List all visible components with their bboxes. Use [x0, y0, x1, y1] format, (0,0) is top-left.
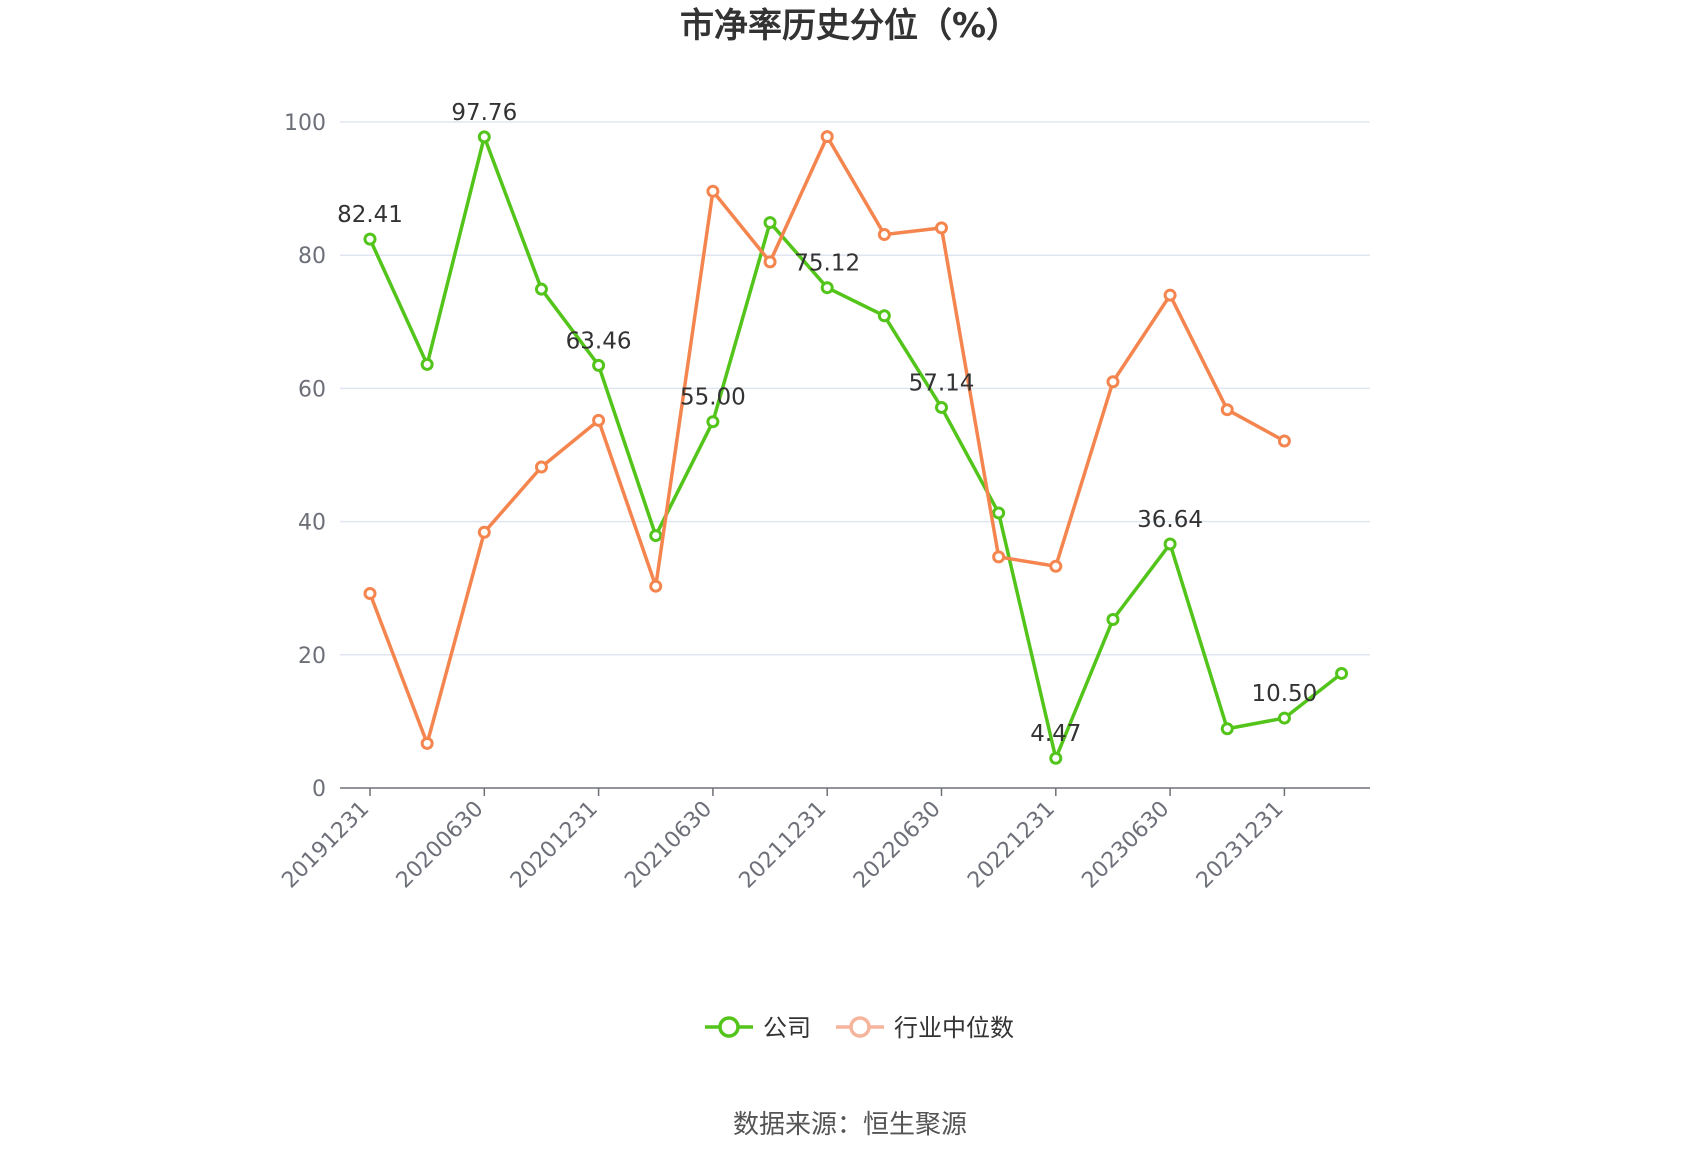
y-tick-label: 0	[312, 777, 326, 802]
data-label: 63.46	[566, 328, 632, 354]
data-point	[420, 357, 434, 371]
data-point	[763, 255, 777, 269]
series-line	[368, 135, 1343, 760]
x-tick-label: 20221231	[963, 797, 1060, 894]
y-tick-label: 60	[298, 377, 326, 402]
legend-marker-icon	[718, 1016, 740, 1038]
data-point	[820, 281, 834, 295]
data-point	[935, 400, 948, 414]
data-label: 57.14	[909, 370, 975, 396]
data-point	[706, 184, 720, 198]
data-point	[420, 736, 434, 750]
data-point	[363, 587, 377, 601]
data-labels: 82.41 97.76 63.46 55.00 75.12 57.14 4.47 36.64 1…	[337, 100, 1317, 747]
x-tick-label: 20231231	[1192, 797, 1289, 894]
source-note: 数据来源：恒生聚源	[733, 1110, 967, 1140]
data-point	[706, 415, 720, 429]
data-point	[1106, 613, 1120, 627]
data-point	[592, 358, 606, 372]
data-point	[1277, 434, 1291, 448]
data-point	[1049, 559, 1063, 573]
series-layer	[363, 130, 1349, 765]
data-label: 82.41	[337, 202, 403, 228]
data-point	[649, 529, 663, 543]
data-point	[1277, 711, 1291, 725]
data-point	[1106, 375, 1120, 389]
data-label: 10.50	[1251, 681, 1317, 707]
data-point	[534, 460, 548, 474]
x-tick-label: 20211231	[735, 797, 832, 894]
legend-item-industry-median[interactable]: 行业中位数	[836, 1014, 1014, 1042]
x-tick-label: 20230630	[1077, 797, 1174, 894]
series-line	[368, 134, 1286, 746]
data-label: 55.00	[680, 385, 746, 411]
legend-marker-icon	[849, 1016, 871, 1038]
legend-label: 行业中位数	[894, 1014, 1014, 1042]
data-point	[877, 309, 891, 323]
chart-title: 市净率历史分位（%）	[680, 6, 1020, 46]
legend[interactable]: 公司 行业中位数	[705, 1014, 1014, 1042]
data-label: 4.47	[1030, 721, 1081, 747]
x-tick-label: 20191231	[277, 797, 374, 894]
data-point	[877, 228, 891, 242]
data-label: 97.76	[451, 100, 517, 126]
data-point	[992, 550, 1006, 564]
x-tick-label: 20210630	[620, 797, 717, 894]
series-company	[363, 130, 1349, 765]
data-point	[820, 130, 834, 144]
y-tick-label: 80	[298, 244, 326, 269]
data-point	[935, 221, 948, 235]
legend-label: 公司	[763, 1014, 811, 1042]
series-industry-median	[363, 130, 1291, 750]
data-point	[1220, 403, 1234, 417]
x-tick-label: 20201231	[506, 797, 603, 894]
y-tick-label: 100	[284, 111, 326, 136]
data-point	[1049, 751, 1063, 765]
data-point	[1163, 288, 1177, 302]
x-tick-label: 20200630	[392, 797, 489, 894]
data-point	[649, 579, 663, 593]
data-point	[477, 130, 491, 144]
data-point	[477, 525, 491, 539]
y-tick-label: 20	[298, 644, 326, 669]
data-label: 36.64	[1137, 507, 1203, 533]
y-tick-label: 40	[298, 511, 326, 536]
data-point	[1335, 666, 1349, 680]
data-point	[763, 216, 777, 230]
data-point	[363, 232, 377, 246]
data-point	[1220, 722, 1234, 736]
data-point	[992, 506, 1006, 520]
data-point	[534, 282, 548, 296]
data-point	[592, 413, 606, 427]
data-label: 75.12	[794, 251, 860, 277]
x-tick-label: 20220630	[849, 797, 946, 894]
legend-item-company[interactable]: 公司	[705, 1014, 811, 1042]
grid	[340, 121, 1370, 656]
data-point	[1163, 537, 1177, 551]
